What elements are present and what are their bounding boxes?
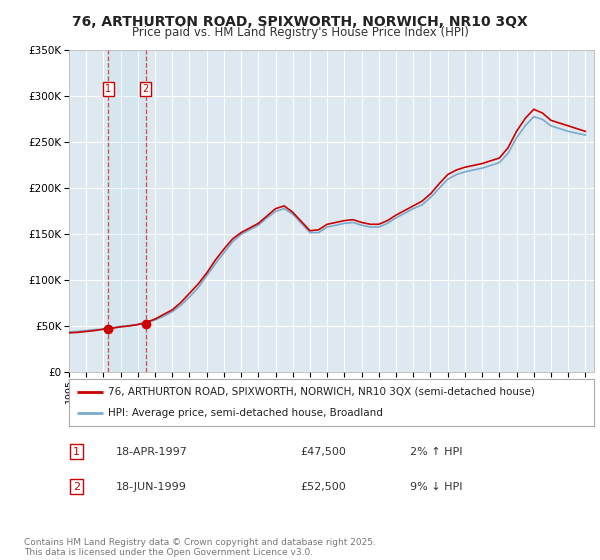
Text: Contains HM Land Registry data © Crown copyright and database right 2025.
This d: Contains HM Land Registry data © Crown c… <box>24 538 376 557</box>
Text: £47,500: £47,500 <box>300 446 346 456</box>
Text: 18-APR-1997: 18-APR-1997 <box>116 446 188 456</box>
Text: Price paid vs. HM Land Registry's House Price Index (HPI): Price paid vs. HM Land Registry's House … <box>131 26 469 39</box>
Text: HPI: Average price, semi-detached house, Broadland: HPI: Average price, semi-detached house,… <box>109 408 383 418</box>
Text: 9% ↓ HPI: 9% ↓ HPI <box>410 482 463 492</box>
Text: 76, ARTHURTON ROAD, SPIXWORTH, NORWICH, NR10 3QX: 76, ARTHURTON ROAD, SPIXWORTH, NORWICH, … <box>72 15 528 29</box>
Text: 2: 2 <box>73 482 80 492</box>
Text: 2: 2 <box>143 84 149 94</box>
Text: 2% ↑ HPI: 2% ↑ HPI <box>410 446 463 456</box>
Bar <box>109 50 146 372</box>
Text: 1: 1 <box>73 446 80 456</box>
Text: 18-JUN-1999: 18-JUN-1999 <box>116 482 187 492</box>
Text: £52,500: £52,500 <box>300 482 346 492</box>
Text: 1: 1 <box>106 84 112 94</box>
Text: 76, ARTHURTON ROAD, SPIXWORTH, NORWICH, NR10 3QX (semi-detached house): 76, ARTHURTON ROAD, SPIXWORTH, NORWICH, … <box>109 386 535 396</box>
